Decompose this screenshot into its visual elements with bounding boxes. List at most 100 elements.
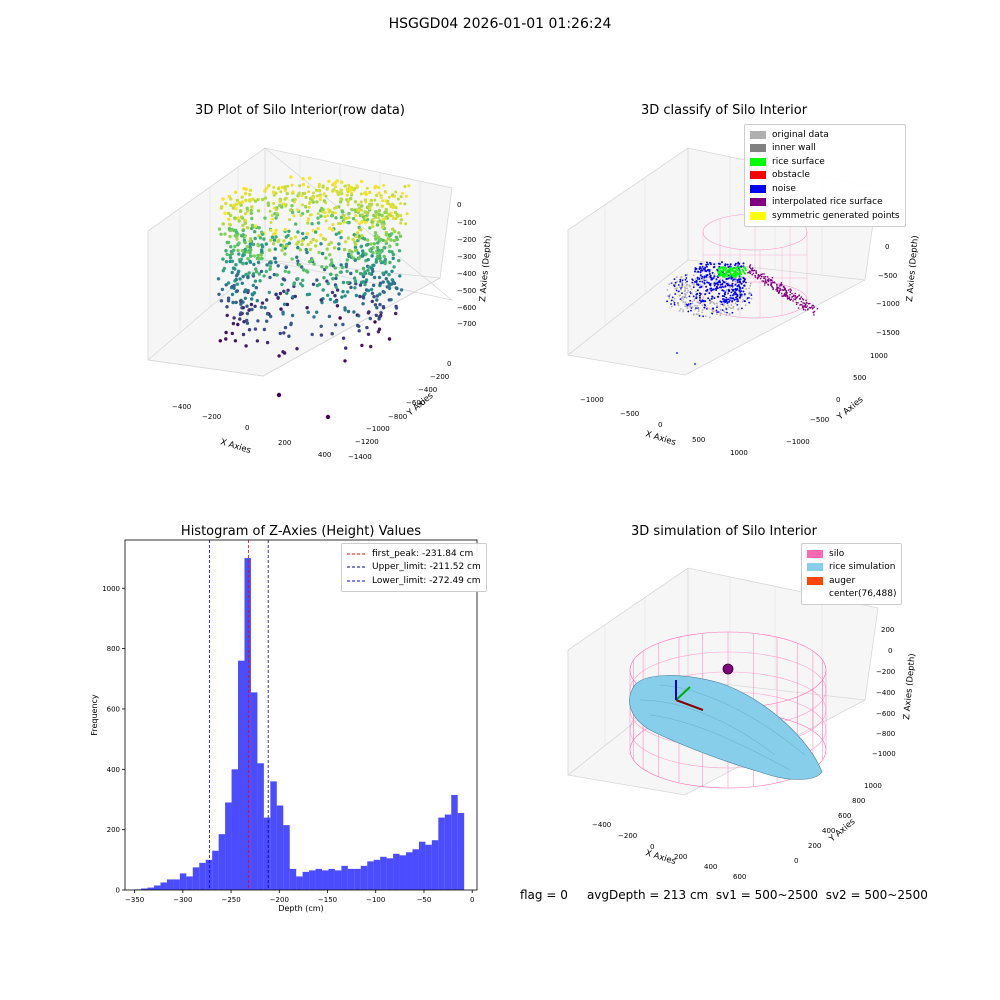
raw-point — [404, 222, 408, 226]
raw-point — [353, 200, 358, 204]
classify-point — [693, 274, 695, 277]
raw-point — [368, 190, 372, 195]
raw-point — [353, 187, 357, 191]
classify-point — [668, 283, 671, 286]
raw-point — [285, 291, 289, 295]
raw-point — [232, 248, 236, 252]
raw-point — [307, 260, 312, 264]
raw-point — [250, 297, 254, 301]
simulation-ytick: 600 — [838, 812, 851, 820]
classify-point — [732, 305, 735, 308]
raw-point — [331, 264, 335, 268]
rice-surface-point — [721, 267, 724, 270]
raw-point — [324, 194, 328, 198]
raw-point — [377, 186, 381, 190]
classify-point — [671, 282, 674, 284]
raw-point — [238, 312, 242, 317]
raw-point — [392, 239, 396, 243]
interpolated-point — [754, 276, 757, 278]
raw-point — [394, 235, 399, 239]
raw-point — [377, 216, 381, 220]
classify-point — [732, 307, 734, 309]
raw-point — [292, 282, 296, 286]
raw-point — [324, 265, 329, 269]
classify-point — [724, 311, 727, 314]
noise-point — [723, 300, 726, 303]
raw-point — [381, 271, 385, 275]
raw-point — [231, 321, 236, 326]
raw-point — [231, 266, 236, 270]
noise-point — [717, 281, 720, 283]
interpolated-point — [776, 283, 778, 286]
noise-point — [705, 265, 708, 268]
histogram-bar — [444, 814, 452, 890]
raw-point — [264, 269, 268, 274]
interpolated-point — [755, 270, 757, 272]
raw-point — [308, 200, 312, 204]
interpolated-point — [802, 306, 804, 309]
raw-point — [315, 283, 320, 288]
raw-point — [371, 269, 375, 273]
histogram-y-ticks: 0 200 400 600 800 1000 — [102, 585, 125, 895]
classify-point — [681, 296, 684, 298]
noise-point — [721, 261, 723, 264]
classify-point — [732, 278, 735, 281]
histogram-legend-item: first_peak: -231.84 cm — [347, 547, 481, 561]
classify-point — [744, 304, 747, 307]
noise-point — [742, 280, 745, 283]
raw-ytick: 0 — [447, 360, 451, 368]
raw-point — [292, 284, 296, 289]
histogram-bar — [393, 853, 400, 890]
raw-point — [216, 277, 221, 281]
raw-point — [239, 215, 244, 219]
raw-point — [270, 235, 275, 239]
histogram-bar — [173, 879, 180, 890]
raw-point-cloud — [216, 175, 411, 420]
raw-point — [310, 332, 314, 337]
raw-point — [272, 186, 276, 189]
histogram-bar — [270, 781, 277, 890]
raw-point — [221, 269, 225, 273]
raw-point — [347, 216, 351, 220]
raw-point — [305, 250, 309, 255]
rice-surface-point — [732, 275, 735, 278]
interpolated-point — [778, 285, 781, 287]
raw-point — [341, 336, 346, 340]
histogram-bar — [380, 856, 387, 890]
raw-point — [344, 346, 348, 350]
raw-xtick: −400 — [172, 403, 191, 411]
raw-point — [305, 209, 310, 213]
raw-3d-plot: −400 −200 0 200 400 X Axies 0 −200 −400 … — [147, 147, 494, 461]
raw-point — [284, 235, 288, 239]
raw-point — [321, 236, 325, 241]
raw-point — [387, 337, 392, 341]
noise-point — [706, 281, 709, 284]
interpolated-point — [749, 267, 752, 270]
classify-point — [731, 282, 734, 285]
classify-point — [684, 303, 687, 306]
raw-point — [314, 239, 319, 243]
raw-point — [227, 194, 231, 199]
raw-point — [384, 233, 389, 237]
raw-point — [359, 228, 363, 232]
raw-ztick: −400 — [457, 270, 476, 278]
classify-point — [674, 284, 677, 286]
noise-point — [725, 300, 728, 303]
raw-point — [234, 277, 238, 282]
raw-point — [246, 257, 250, 261]
raw-point — [296, 194, 300, 198]
classify-point — [677, 284, 680, 286]
raw-point — [376, 330, 381, 334]
raw-point — [300, 239, 304, 243]
interpolated-point — [792, 300, 794, 302]
rice-surface-point — [739, 266, 742, 269]
classify-point — [689, 302, 692, 305]
raw-point — [314, 230, 318, 234]
classify-point — [701, 280, 704, 283]
histogram-legend-item: Upper_limit: -211.52 cm — [347, 561, 481, 575]
simulation-legend-item: auger — [807, 574, 896, 588]
raw-point — [282, 239, 286, 243]
raw-point — [369, 287, 374, 292]
raw-point — [250, 307, 254, 312]
raw-point — [268, 264, 272, 269]
